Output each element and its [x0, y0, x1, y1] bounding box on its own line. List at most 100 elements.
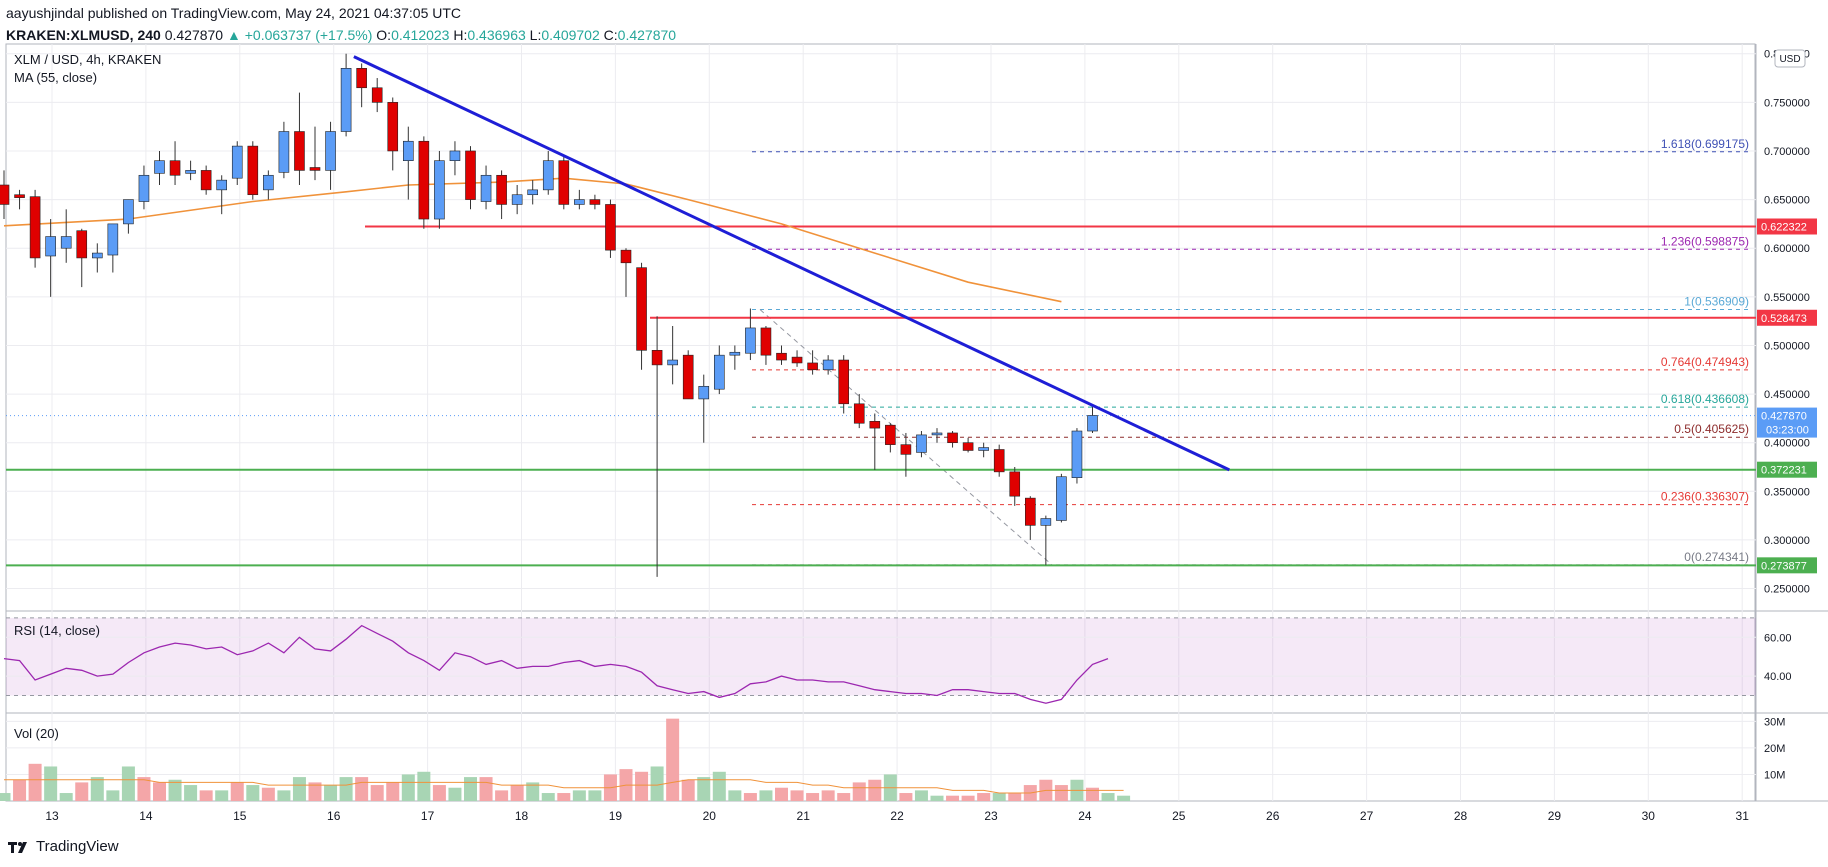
- candle-up[interactable]: [1056, 473, 1067, 523]
- candle-down[interactable]: [1009, 467, 1021, 506]
- candle-down[interactable]: [465, 146, 476, 210]
- candle-down[interactable]: [682, 350, 694, 400]
- candle-down[interactable]: [838, 355, 850, 414]
- candle-up[interactable]: [154, 150, 165, 185]
- volume-bar: [370, 785, 384, 801]
- candle-up[interactable]: [185, 160, 196, 181]
- candle-down[interactable]: [807, 350, 818, 375]
- candle-up[interactable]: [1071, 428, 1083, 484]
- candle-down[interactable]: [496, 170, 507, 220]
- candle-up[interactable]: [978, 442, 989, 458]
- last-price: 0.427870: [164, 27, 224, 43]
- y-tick-label: 0.700000: [1764, 146, 1810, 158]
- candle-down[interactable]: [962, 437, 974, 453]
- candle-down[interactable]: [294, 92, 305, 185]
- candle-up[interactable]: [511, 185, 523, 215]
- volume-bar: [572, 790, 586, 801]
- candle-down[interactable]: [558, 155, 570, 210]
- candle-up[interactable]: [107, 223, 119, 273]
- volume-bar: [992, 793, 1006, 801]
- volume-bar: [121, 766, 135, 801]
- candle-down[interactable]: [387, 97, 399, 171]
- candle-down[interactable]: [29, 189, 41, 268]
- candle-down[interactable]: [900, 432, 912, 477]
- candle-up[interactable]: [480, 165, 492, 210]
- volume-bar: [697, 777, 711, 801]
- candle-down[interactable]: [371, 78, 383, 113]
- candle-down[interactable]: [760, 326, 772, 365]
- candle-down[interactable]: [418, 136, 430, 229]
- candle-down[interactable]: [869, 413, 881, 470]
- candle-down[interactable]: [247, 141, 259, 200]
- volume-bar: [790, 790, 804, 801]
- candle-up[interactable]: [574, 189, 585, 210]
- candle-down[interactable]: [947, 431, 958, 448]
- volume-bar: [44, 766, 58, 801]
- candle-down[interactable]: [76, 228, 88, 288]
- candle-down[interactable]: [776, 345, 787, 365]
- candle-down[interactable]: [853, 394, 865, 429]
- candle-up[interactable]: [45, 219, 56, 297]
- candle-down[interactable]: [651, 316, 663, 577]
- candle-down[interactable]: [309, 126, 321, 181]
- candle-up[interactable]: [698, 374, 710, 443]
- candle-down[interactable]: [589, 194, 601, 210]
- candle-up[interactable]: [729, 345, 741, 370]
- candle-up[interactable]: [60, 209, 72, 263]
- candle-up[interactable]: [449, 141, 461, 176]
- candle-up[interactable]: [402, 126, 414, 200]
- candle-up[interactable]: [931, 428, 943, 443]
- volume-bar: [852, 782, 866, 801]
- candle-up[interactable]: [92, 243, 103, 273]
- candle-up[interactable]: [667, 326, 678, 385]
- volume-bar: [448, 787, 462, 801]
- candle-down[interactable]: [169, 141, 181, 185]
- y-tick-label: 0.350000: [1764, 486, 1810, 498]
- candle-down[interactable]: [791, 350, 803, 367]
- candle-up[interactable]: [325, 121, 336, 190]
- candle-up[interactable]: [713, 345, 725, 395]
- symbol-line: KRAKEN:XLMUSD, 240 0.427870 ▲ +0.063737 …: [6, 24, 676, 46]
- candle-up[interactable]: [216, 175, 227, 215]
- rsi-band: [6, 617, 1756, 696]
- main-pane-title: XLM / USD, 4h, KRAKEN: [14, 52, 162, 67]
- x-tick-label: 29: [1548, 809, 1562, 823]
- candle-down[interactable]: [993, 444, 1005, 477]
- candle-down[interactable]: [620, 248, 632, 297]
- candle-up[interactable]: [542, 150, 554, 195]
- candle-down[interactable]: [636, 262, 647, 370]
- candle-up[interactable]: [278, 121, 290, 179]
- candle-down[interactable]: [0, 170, 10, 220]
- candle-up[interactable]: [231, 141, 243, 185]
- vol-pane-title: Vol (20): [14, 726, 59, 741]
- candle-up[interactable]: [1040, 515, 1052, 566]
- volume-bar: [728, 790, 742, 801]
- y-tick-label: 0.450000: [1764, 389, 1810, 401]
- chart-header: aayushjindal published on TradingView.co…: [6, 2, 676, 46]
- candle-up[interactable]: [822, 355, 834, 375]
- y-tick-label: 0.300000: [1764, 535, 1810, 547]
- volume-bar: [557, 793, 571, 801]
- candle-up[interactable]: [1087, 406, 1098, 433]
- candle-up[interactable]: [916, 431, 927, 458]
- candle-up[interactable]: [138, 165, 150, 210]
- symbol-label: KRAKEN:XLMUSD, 240: [6, 27, 161, 43]
- volume-bar: [184, 785, 198, 801]
- candle-up[interactable]: [745, 308, 756, 361]
- candle-down[interactable]: [1025, 496, 1036, 540]
- candle-down[interactable]: [356, 63, 367, 108]
- price-level-tag: [1757, 218, 1817, 235]
- candle-up[interactable]: [263, 170, 274, 200]
- candle-down[interactable]: [605, 199, 616, 258]
- candle-up[interactable]: [123, 199, 134, 234]
- candle-up[interactable]: [340, 53, 352, 137]
- x-tick-label: 26: [1266, 809, 1280, 823]
- volume-bar: [868, 779, 882, 801]
- volume-bar: [681, 779, 695, 801]
- candle-up[interactable]: [434, 150, 445, 229]
- candle-up[interactable]: [527, 180, 539, 205]
- candle-down[interactable]: [200, 165, 212, 195]
- candle-down[interactable]: [14, 189, 25, 210]
- candle-down[interactable]: [885, 423, 896, 453]
